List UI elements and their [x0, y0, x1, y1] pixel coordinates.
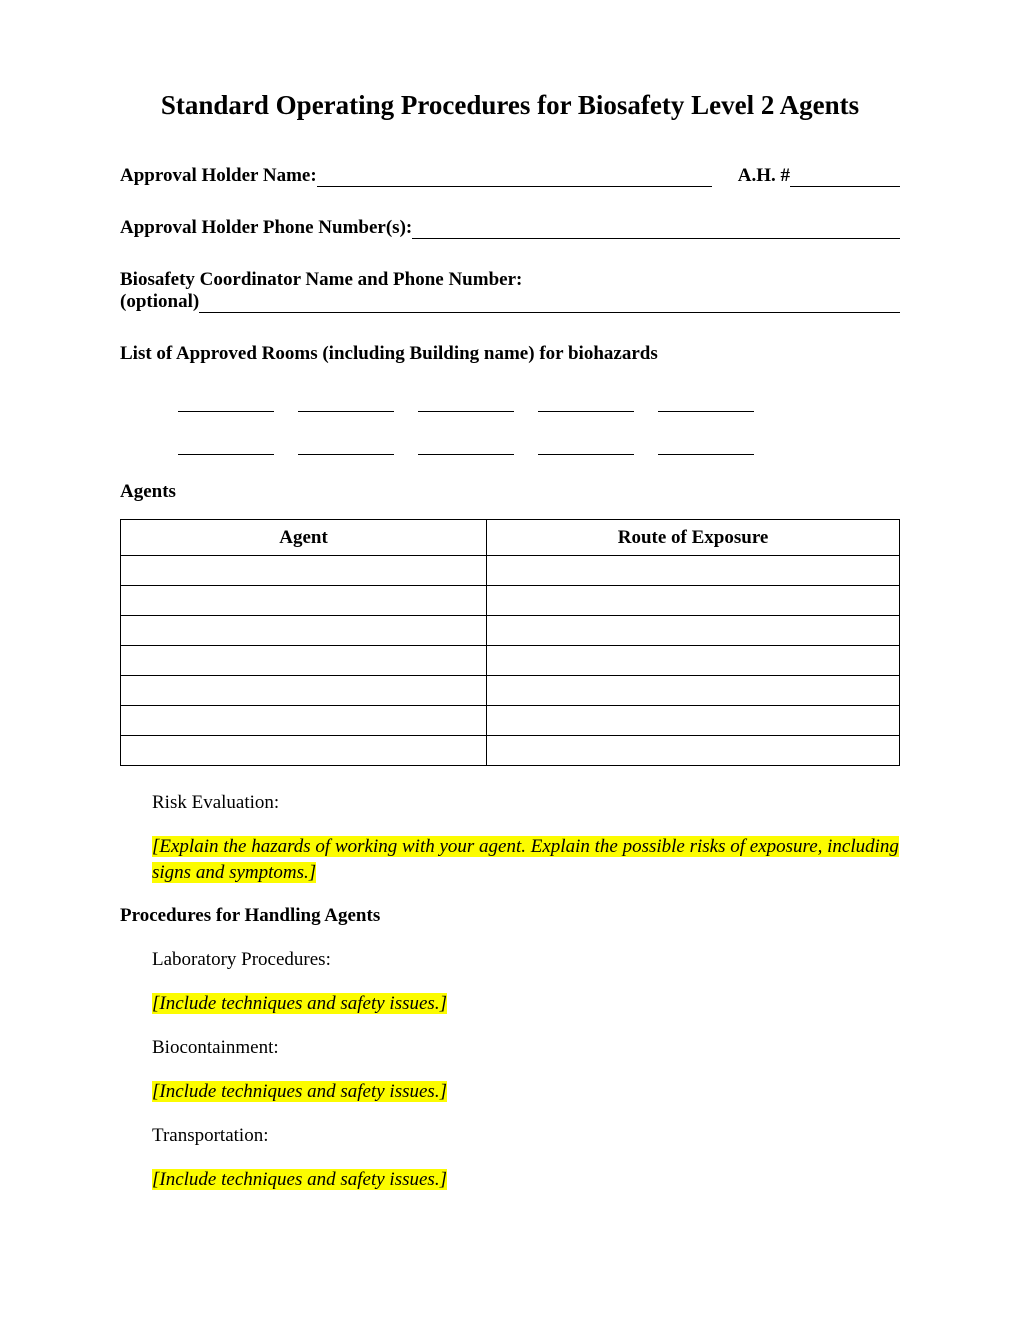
agent-cell[interactable] [121, 556, 487, 586]
route-cell[interactable] [487, 676, 900, 706]
table-row [121, 646, 900, 676]
laboratory-procedures-note: [Include techniques and safety issues.] [152, 991, 900, 1017]
route-cell[interactable] [487, 556, 900, 586]
room-slot[interactable] [298, 438, 394, 455]
ah-number-label: A.H. # [738, 165, 790, 187]
biosafety-coordinator-input-line[interactable] [199, 293, 900, 313]
ah-number-input-line[interactable] [790, 167, 900, 187]
agent-cell[interactable] [121, 676, 487, 706]
transportation-note: [Include techniques and safety issues.] [152, 1167, 900, 1193]
route-cell[interactable] [487, 706, 900, 736]
laboratory-procedures-note-text: [Include techniques and safety issues.] [152, 993, 447, 1014]
approval-holder-name-label: Approval Holder Name: [120, 165, 317, 187]
page-title: Standard Operating Procedures for Biosaf… [120, 90, 900, 121]
agent-cell[interactable] [121, 586, 487, 616]
room-slot[interactable] [418, 438, 514, 455]
approval-holder-name-row: Approval Holder Name: A.H. # [120, 165, 900, 187]
table-row [121, 586, 900, 616]
procedures-heading: Procedures for Handling Agents [120, 905, 900, 927]
agent-cell[interactable] [121, 646, 487, 676]
risk-evaluation-note: [Explain the hazards of working with you… [152, 834, 900, 885]
biosafety-coordinator-block: Biosafety Coordinator Name and Phone Num… [120, 269, 900, 313]
risk-evaluation-heading: Risk Evaluation: [152, 792, 900, 814]
route-cell[interactable] [487, 586, 900, 616]
transportation-note-text: [Include techniques and safety issues.] [152, 1169, 447, 1190]
agent-cell[interactable] [121, 736, 487, 766]
laboratory-procedures-heading: Laboratory Procedures: [152, 949, 900, 971]
agents-table-header-agent: Agent [121, 520, 487, 556]
room-slot[interactable] [418, 395, 514, 412]
room-slot[interactable] [658, 438, 754, 455]
approval-holder-name-input-line[interactable] [317, 167, 712, 187]
approved-rooms-row-2 [120, 438, 900, 455]
route-cell[interactable] [487, 646, 900, 676]
transportation-heading: Transportation: [152, 1125, 900, 1147]
document-page: Standard Operating Procedures for Biosaf… [0, 0, 1020, 1320]
risk-evaluation-note-text: [Explain the hazards of working with you… [152, 836, 899, 883]
agent-cell[interactable] [121, 616, 487, 646]
approval-holder-phone-label: Approval Holder Phone Number(s): [120, 217, 412, 239]
agents-table: Agent Route of Exposure [120, 519, 900, 766]
approval-holder-phone-row: Approval Holder Phone Number(s): [120, 217, 900, 239]
table-row [121, 706, 900, 736]
room-slot[interactable] [178, 395, 274, 412]
route-cell[interactable] [487, 616, 900, 646]
biocontainment-heading: Biocontainment: [152, 1037, 900, 1059]
biosafety-coordinator-label-line1: Biosafety Coordinator Name and Phone Num… [120, 269, 900, 291]
approved-rooms-label: List of Approved Rooms (including Buildi… [120, 343, 900, 365]
biocontainment-note-text: [Include techniques and safety issues.] [152, 1081, 447, 1102]
biocontainment-note: [Include techniques and safety issues.] [152, 1079, 900, 1105]
room-slot[interactable] [178, 438, 274, 455]
table-row [121, 556, 900, 586]
room-slot[interactable] [658, 395, 754, 412]
biosafety-coordinator-label-line2: (optional) [120, 291, 199, 313]
route-cell[interactable] [487, 736, 900, 766]
table-row [121, 676, 900, 706]
approved-rooms-row-1 [120, 395, 900, 412]
table-row [121, 736, 900, 766]
agents-table-header-route: Route of Exposure [487, 520, 900, 556]
room-slot[interactable] [538, 395, 634, 412]
room-slot[interactable] [298, 395, 394, 412]
agent-cell[interactable] [121, 706, 487, 736]
agents-heading: Agents [120, 481, 900, 503]
agents-table-body [121, 556, 900, 766]
approval-holder-phone-input-line[interactable] [412, 219, 900, 239]
room-slot[interactable] [538, 438, 634, 455]
table-row [121, 616, 900, 646]
